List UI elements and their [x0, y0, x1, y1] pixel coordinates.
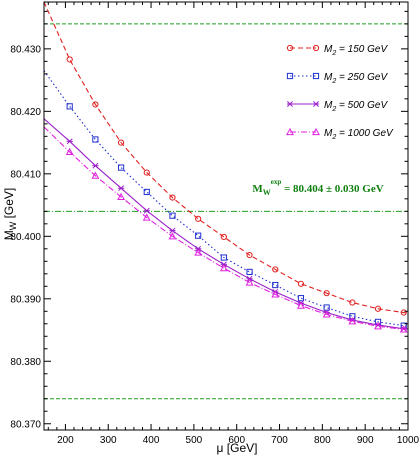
legend-marker: [312, 72, 320, 80]
series-3-point: [117, 192, 126, 201]
series-0-point: [143, 169, 150, 176]
series-1-point: [66, 103, 73, 110]
x-tick-label: 400: [143, 435, 160, 446]
y-tick-label: 80.370: [10, 419, 41, 430]
reference-lines: [44, 23, 408, 400]
plot-frame: [43, 1, 409, 431]
series-0-point: [297, 280, 305, 287]
series-3-point: [348, 317, 357, 325]
legend-entry-1: M2 = 250 GeV: [286, 72, 388, 85]
series-3-point: [399, 325, 408, 333]
series-2-point: [169, 227, 176, 234]
series-2-point: [92, 162, 99, 169]
series-1-point: [92, 136, 99, 143]
series-3-point: [91, 171, 100, 179]
x-tick-label: 700: [271, 435, 288, 446]
series-0-point: [272, 266, 279, 273]
series-2-point: [117, 185, 125, 192]
series-0-point: [349, 299, 356, 306]
legend-label: M2 = 500 GeV: [324, 100, 388, 113]
series-1-point: [195, 232, 202, 239]
x-tick-label: 500: [186, 435, 203, 446]
y-tick-label: 80.420: [10, 107, 41, 118]
series-3-point: [271, 290, 280, 298]
y-tick-label: 80.430: [10, 44, 41, 55]
series-1-point: [143, 188, 150, 196]
experimental-mw-annotation: MWexp = 80.404 ± 0.030 GeV: [252, 178, 383, 197]
series-0-point: [400, 309, 407, 316]
series-1-point: [272, 281, 279, 289]
legend-entry-3: M2 = 1000 GeV: [286, 127, 394, 141]
y-tick-label: 80.380: [10, 357, 41, 368]
x-tick-label: 600: [228, 435, 245, 446]
series-2-point: [143, 207, 150, 214]
series-1: [43, 70, 409, 329]
x-tick-label: 300: [100, 435, 117, 446]
legend-label: M2 = 1000 GeV: [324, 128, 394, 141]
series-3-point: [322, 310, 331, 318]
legend-marker: [286, 44, 294, 52]
series-0-point: [220, 233, 227, 241]
series-1-point: [246, 268, 253, 276]
x-axis-title: μ [GeV]: [217, 441, 258, 455]
x-tick-label: 1000: [397, 435, 420, 446]
legend-entry-2: M2 = 500 GeV: [286, 100, 388, 113]
series-2-point: [66, 138, 73, 145]
axis-ticks: 200 300 400 500 600 700 800 900 1000 80.370 80.380…: [10, 2, 420, 446]
series-1-point: [323, 304, 330, 311]
series-3: [43, 126, 408, 333]
legend-label: M2 = 250 GeV: [324, 72, 388, 85]
legend: M2 = 150 GeV M2 = 250 GeV M2 = 500 GeV M2 =…: [286, 44, 394, 141]
series-0-point: [246, 251, 253, 259]
x-tick-label: 800: [314, 435, 331, 446]
series-line-3: [43, 126, 408, 330]
series-3-point: [168, 232, 177, 240]
series-0: [43, 1, 409, 316]
legend-marker: [286, 127, 294, 136]
legend-marker: [312, 101, 320, 107]
series-3-point: [142, 213, 151, 221]
series-line-2: [43, 118, 408, 330]
legend-marker: [312, 127, 320, 136]
series-0-point: [117, 139, 125, 146]
legend-label: M2 = 150 GeV: [324, 44, 388, 57]
legend-marker: [312, 44, 320, 52]
series-2: [43, 118, 408, 332]
series-1-point: [297, 295, 305, 302]
legend-marker: [286, 72, 294, 80]
series-0-point: [323, 290, 330, 297]
series-1-point: [117, 164, 125, 171]
y-tick-label: 80.410: [10, 169, 41, 180]
series-layer: [43, 1, 409, 333]
x-tick-label: 900: [357, 435, 374, 446]
series-1-point: [220, 254, 227, 261]
series-3-point: [296, 301, 305, 309]
series-0-point: [66, 56, 73, 63]
series-3-point: [219, 264, 228, 272]
series-0-point: [169, 194, 176, 201]
series-0-point: [92, 101, 99, 108]
legend-marker: [286, 101, 294, 107]
series-3-point: [65, 147, 74, 156]
series-3-point: [374, 322, 382, 330]
series-0-point: [374, 305, 382, 312]
y-axis-title: MW [GeV]: [2, 188, 18, 241]
series-3-point: [194, 248, 203, 256]
x-tick-label: 200: [57, 435, 74, 446]
series-0-point: [195, 215, 202, 222]
series-3-point: [245, 278, 254, 286]
y-tick-label: 80.390: [10, 294, 41, 305]
y-tick-label: 80.400: [10, 232, 41, 243]
series-line-0: [43, 1, 409, 314]
series-line-1: [43, 70, 409, 327]
series-1-point: [169, 212, 176, 219]
legend-entry-0: M2 = 150 GeV: [286, 44, 388, 57]
